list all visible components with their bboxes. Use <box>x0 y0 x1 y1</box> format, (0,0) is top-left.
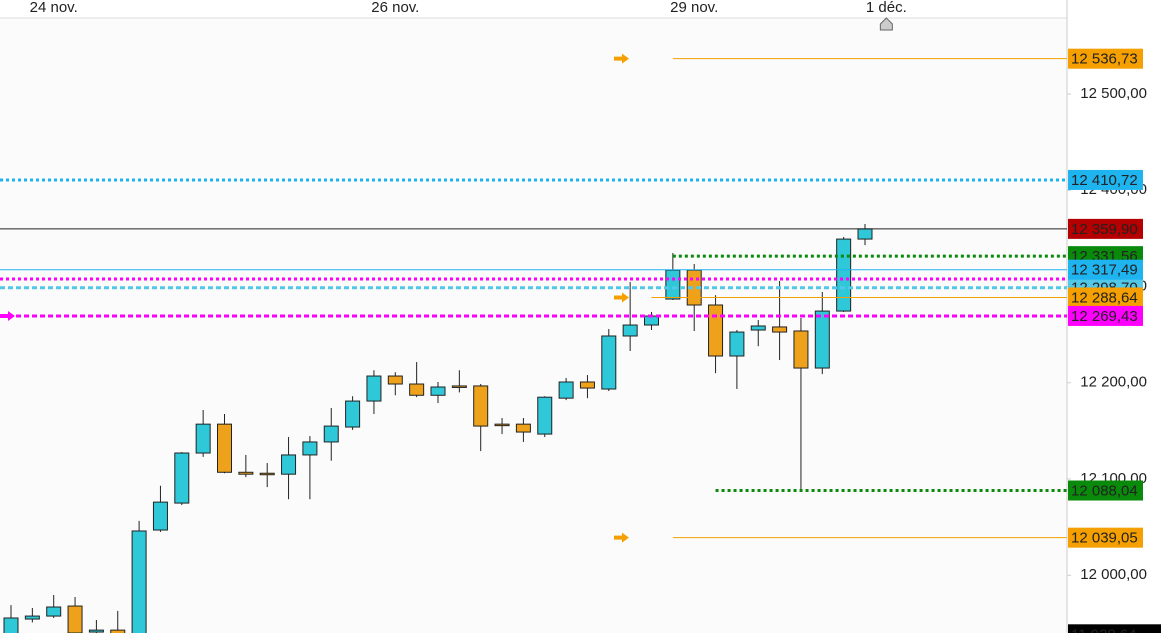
level-label: 11 938,64 <box>1071 626 1137 633</box>
x-tick-label: 26 nov. <box>371 0 419 16</box>
level-label-box <box>1068 259 1143 280</box>
candle-body <box>579 381 595 389</box>
candle-body <box>46 606 62 617</box>
level-label-box <box>1068 527 1143 548</box>
level-label-box <box>1068 287 1143 308</box>
level-arrow <box>614 532 629 543</box>
candle-body <box>793 330 809 369</box>
x-tick-label: 29 nov. <box>670 0 718 16</box>
candle-body <box>152 501 168 531</box>
candle-body <box>409 383 425 396</box>
candle-body <box>451 385 467 388</box>
candle-body <box>217 423 232 473</box>
level-label-box <box>1068 305 1143 326</box>
candle-body <box>473 385 489 427</box>
candle-body <box>24 615 40 620</box>
plot <box>0 58 1067 633</box>
level-label-box <box>1068 480 1143 501</box>
candle-body <box>836 238 852 312</box>
candle-body <box>238 471 254 475</box>
candle-body <box>814 310 830 369</box>
candle-body <box>387 375 403 385</box>
candle-body <box>302 441 318 456</box>
plot-background <box>0 18 1067 633</box>
y-tick-label: 12 500,00 <box>1080 85 1147 102</box>
candle-body <box>281 454 297 475</box>
candle-body <box>3 617 19 633</box>
level-label: 12 088,04 <box>1071 482 1138 499</box>
candle-body <box>515 423 531 433</box>
candle-body <box>750 325 766 331</box>
candle-body <box>174 452 190 504</box>
level-arrow <box>0 310 15 321</box>
candle-body <box>195 423 211 454</box>
candle-body <box>366 375 382 402</box>
candle-body <box>558 381 574 399</box>
level-label: 12 317,49 <box>1071 262 1138 279</box>
level-label: 12 359,90 <box>1071 221 1138 238</box>
candle-body <box>259 472 275 476</box>
candle-body <box>345 400 361 428</box>
x-tick-label: 24 nov. <box>30 0 78 16</box>
candle-body <box>323 425 339 443</box>
candle-body <box>601 335 617 390</box>
y-tick-label: 12 200,00 <box>1080 374 1147 391</box>
candle-body <box>430 386 446 396</box>
level-label-box <box>1068 169 1143 190</box>
candle-body <box>131 530 147 633</box>
candle-body <box>857 228 873 240</box>
x-tick-label: 1 déc. <box>866 0 907 16</box>
candle-body <box>729 331 745 357</box>
level-arrow <box>614 53 629 64</box>
candle-body <box>665 269 681 300</box>
level-label-box <box>1068 624 1161 633</box>
candle-body <box>537 396 553 435</box>
candle-body <box>708 304 724 357</box>
y-tick-label: 12 000,00 <box>1080 566 1147 583</box>
level-label-box <box>1068 48 1143 69</box>
candle-body <box>622 324 638 337</box>
candle-body <box>67 605 83 633</box>
level-label: 12 269,43 <box>1071 308 1138 325</box>
level-arrow <box>614 292 629 303</box>
level-label: 12 039,05 <box>1071 530 1138 547</box>
time-marker <box>879 17 893 31</box>
level-label: 12 410,72 <box>1071 172 1138 189</box>
level-label: 12 536,73 <box>1071 51 1138 68</box>
candle-body <box>772 326 788 333</box>
level-label: 12 288,64 <box>1071 289 1138 306</box>
candle-body <box>88 629 104 633</box>
candle-body <box>494 423 510 427</box>
level-label-box <box>1068 218 1143 239</box>
